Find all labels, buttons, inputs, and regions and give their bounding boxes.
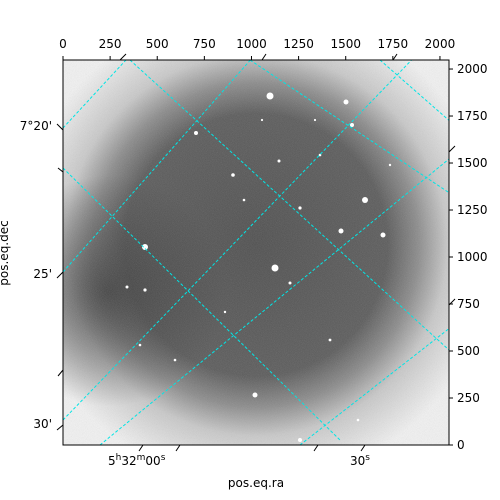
- star: [343, 99, 349, 105]
- right-tick-label: 750: [457, 297, 480, 311]
- star: [380, 232, 386, 238]
- star: [298, 206, 302, 210]
- y-axis-title: pos.eq.dec: [0, 220, 11, 285]
- star: [125, 285, 129, 289]
- top-tick-label: 1000: [236, 37, 267, 51]
- right-tick-label: 1000: [457, 250, 488, 264]
- star: [388, 163, 392, 167]
- right-tick-label: 250: [457, 391, 480, 405]
- ra-tick-label-2: 30s: [350, 453, 370, 468]
- ra-tick-label-1: 5h32m00s: [108, 453, 166, 468]
- grid-line: [63, 60, 413, 421]
- right-tick-label: 0: [457, 438, 465, 452]
- star: [362, 197, 368, 203]
- dec-tick-label-3: 30': [33, 417, 52, 431]
- star: [328, 338, 332, 342]
- plot-frame: [62, 59, 450, 446]
- top-tick-label: 250: [99, 37, 122, 51]
- right-tick-label: 1750: [457, 109, 488, 123]
- star: [173, 358, 177, 362]
- top-pixel-axis: 0 250 500 750 1000 1250 1500 1750 2000: [59, 37, 455, 60]
- star: [338, 228, 344, 234]
- star: [231, 173, 235, 177]
- star: [356, 418, 360, 422]
- star: [143, 288, 147, 292]
- star: [288, 281, 292, 285]
- star: [271, 264, 279, 272]
- star: [277, 159, 281, 163]
- star: [260, 118, 264, 122]
- grid-line: [129, 60, 449, 351]
- right-pixel-axis: 0 250 500 750 1000 1250 1500 1750 2000: [449, 62, 488, 452]
- star: [194, 131, 198, 135]
- star: [242, 198, 246, 202]
- x-axis-title: pos.eq.ra: [228, 476, 284, 490]
- top-tick-label: 1750: [378, 37, 409, 51]
- star: [298, 438, 302, 442]
- right-tick-label: 500: [457, 344, 480, 358]
- coordinate-grid: [63, 60, 449, 445]
- grid-line: [299, 327, 449, 445]
- grid-line: [249, 60, 449, 194]
- star: [252, 392, 258, 398]
- star: [138, 343, 142, 347]
- grid-line: [99, 158, 449, 445]
- star: [313, 118, 317, 122]
- dec-tick-label-1: 7°20': [20, 119, 52, 133]
- right-tick-label: 1500: [457, 156, 488, 170]
- right-tick-label: 2000: [457, 62, 488, 76]
- star: [142, 244, 148, 250]
- world-tick-marks: [56, 53, 456, 452]
- top-tick-label: 1250: [283, 37, 314, 51]
- top-tick-label: 750: [193, 37, 216, 51]
- right-tick-label: 1250: [457, 203, 488, 217]
- star: [350, 123, 354, 127]
- star: [266, 92, 274, 100]
- star: [223, 310, 227, 314]
- grid-line: [379, 60, 449, 122]
- top-tick-label: 500: [146, 37, 169, 51]
- dec-tick-label-2: 25': [33, 267, 52, 281]
- top-tick-label: 0: [59, 37, 67, 51]
- sky-image: [63, 60, 449, 445]
- top-tick-label: 1500: [330, 37, 361, 51]
- top-tick-label: 2000: [425, 37, 456, 51]
- star-field: [125, 92, 392, 442]
